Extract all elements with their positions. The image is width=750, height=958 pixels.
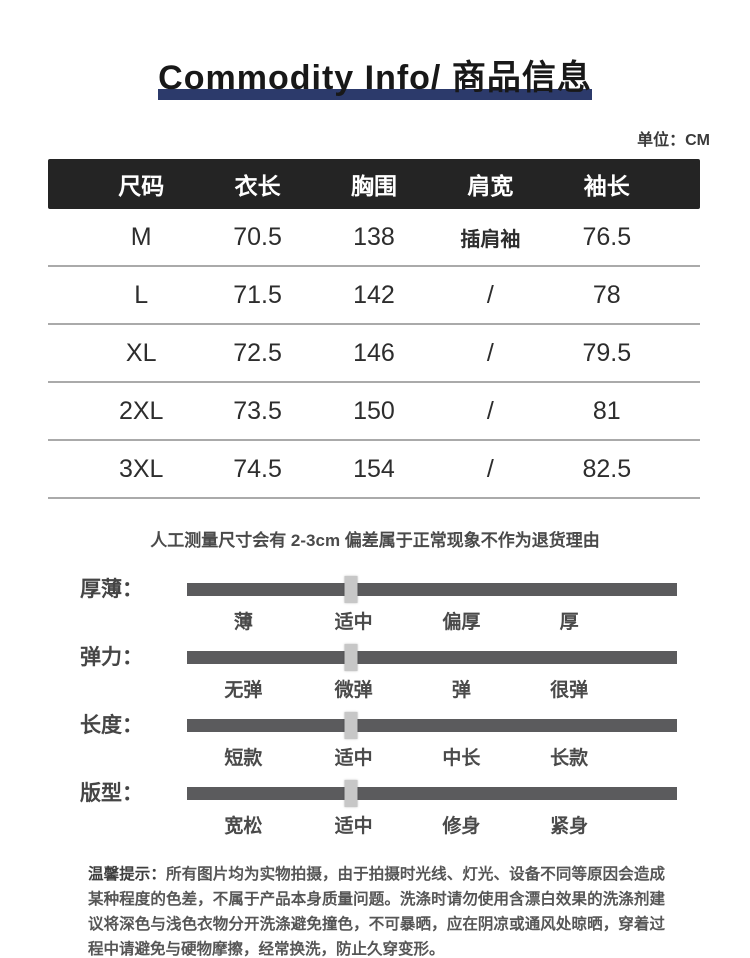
option-label: 弹	[451, 680, 471, 701]
slider-options: 宽松 适中 修身 紧身	[187, 800, 677, 837]
slider-label: 长度：	[80, 714, 143, 737]
size-table-header: 尺码 衣长 胸围 肩宽 袖长	[48, 159, 700, 209]
option-label: 宽松	[224, 816, 263, 837]
length-value: 74.5	[233, 454, 282, 483]
slider-handle	[344, 780, 358, 807]
page-header: Commodity Info/ 商品信息	[0, 50, 750, 100]
slider-length: 长度： 短款 适中 中长 长款	[0, 712, 750, 780]
sleeve-value: 81	[592, 396, 621, 425]
unit-label: 单位：CM	[637, 132, 710, 149]
option-label: 厚	[559, 612, 579, 633]
option-label: 短款	[224, 748, 263, 769]
shoulder-value: 插肩袖	[460, 228, 521, 251]
sleeve-value: 76.5	[582, 222, 632, 251]
slider-handle	[344, 644, 358, 671]
bust-value: 154	[353, 454, 395, 483]
option-label: 微弹	[334, 680, 373, 701]
col-header-length: 衣长	[234, 173, 281, 199]
slider-track	[187, 780, 677, 807]
slider-thickness: 厚薄： 薄 适中 偏厚 厚	[0, 576, 750, 644]
slider-label: 弹力：	[80, 646, 143, 669]
option-label: 适中	[334, 816, 373, 837]
bust-value: 138	[353, 222, 395, 251]
length-value: 72.5	[233, 338, 282, 367]
col-header-bust: 胸围	[350, 173, 397, 199]
slider-elasticity: 弹力： 无弹 微弹 弹 很弹	[0, 644, 750, 712]
option-label: 无弹	[224, 680, 263, 701]
slider-track	[187, 712, 677, 739]
option-label: 偏厚	[442, 612, 481, 633]
bust-value: 142	[353, 280, 395, 309]
sleeve-value: 79.5	[582, 338, 632, 367]
slider-handle	[344, 712, 358, 739]
slider-fit: 版型： 宽松 适中 修身 紧身	[0, 780, 750, 848]
warning-prefix: 温馨提示：	[88, 866, 166, 883]
care-warning: 温馨提示：所有图片均为实物拍摄，由于拍摄时光线、灯光、设备不同等原因会造成某种程…	[88, 862, 665, 958]
size-value: XL	[125, 338, 157, 367]
shoulder-value: /	[486, 280, 494, 309]
option-label: 修身	[442, 816, 481, 837]
slider-options: 薄 适中 偏厚 厚	[187, 596, 677, 633]
length-value: 73.5	[233, 396, 282, 425]
length-value: 70.5	[233, 222, 282, 251]
option-label: 中长	[442, 748, 481, 769]
slider-track	[187, 576, 677, 603]
measurement-note: 人工测量尺寸会有 2-3cm 偏差属于正常现象不作为退货理由	[150, 531, 600, 550]
slider-options: 无弹 微弹 弹 很弹	[187, 664, 677, 701]
shoulder-value: /	[486, 338, 494, 367]
bust-value: 150	[353, 396, 395, 425]
unit-row: 单位：CM	[0, 126, 750, 150]
slider-options: 短款 适中 中长 长款	[187, 732, 677, 769]
option-label: 薄	[233, 612, 253, 633]
slider-track	[187, 644, 677, 671]
table-row: L 71.5 142 / 78	[48, 267, 700, 325]
slider-label: 厚薄：	[80, 578, 143, 601]
title-underline-bar	[158, 89, 592, 100]
size-value: L	[134, 280, 149, 309]
table-row: 3XL 74.5 154 / 82.5	[48, 441, 700, 499]
warning-text: 所有图片均为实物拍摄，由于拍摄时光线、灯光、设备不同等原因会造成某种程度的色差，…	[88, 866, 665, 958]
option-label: 长款	[550, 748, 589, 769]
slider-label: 版型：	[80, 782, 143, 805]
option-label: 紧身	[550, 816, 589, 837]
sleeve-value: 82.5	[582, 454, 632, 483]
shoulder-value: /	[486, 454, 494, 483]
table-row: 2XL 73.5 150 / 81	[48, 383, 700, 441]
page-title: Commodity Info/ 商品信息	[158, 59, 592, 97]
option-label: 适中	[334, 612, 373, 633]
option-label: 很弹	[550, 680, 589, 701]
size-value: 2XL	[118, 396, 164, 425]
size-value: M	[130, 222, 152, 251]
length-value: 71.5	[233, 280, 282, 309]
option-label: 适中	[334, 748, 373, 769]
size-value: 3XL	[118, 454, 164, 483]
slider-handle	[344, 576, 358, 603]
col-header-shoulder: 肩宽	[467, 173, 514, 199]
size-table: 尺码 衣长 胸围 肩宽 袖长 M 70.5 138 插肩袖 76.5 L 71.…	[48, 159, 700, 499]
bust-value: 146	[353, 338, 395, 367]
shoulder-value: /	[486, 396, 494, 425]
table-row: XL 72.5 146 / 79.5	[48, 325, 700, 383]
col-header-sleeve: 袖长	[583, 173, 630, 199]
col-header-size: 尺码	[118, 173, 165, 199]
attribute-sliders: 厚薄： 薄 适中 偏厚 厚 弹力： 无弹	[0, 576, 750, 848]
table-row: M 70.5 138 插肩袖 76.5	[48, 209, 700, 267]
sleeve-value: 78	[592, 280, 621, 309]
